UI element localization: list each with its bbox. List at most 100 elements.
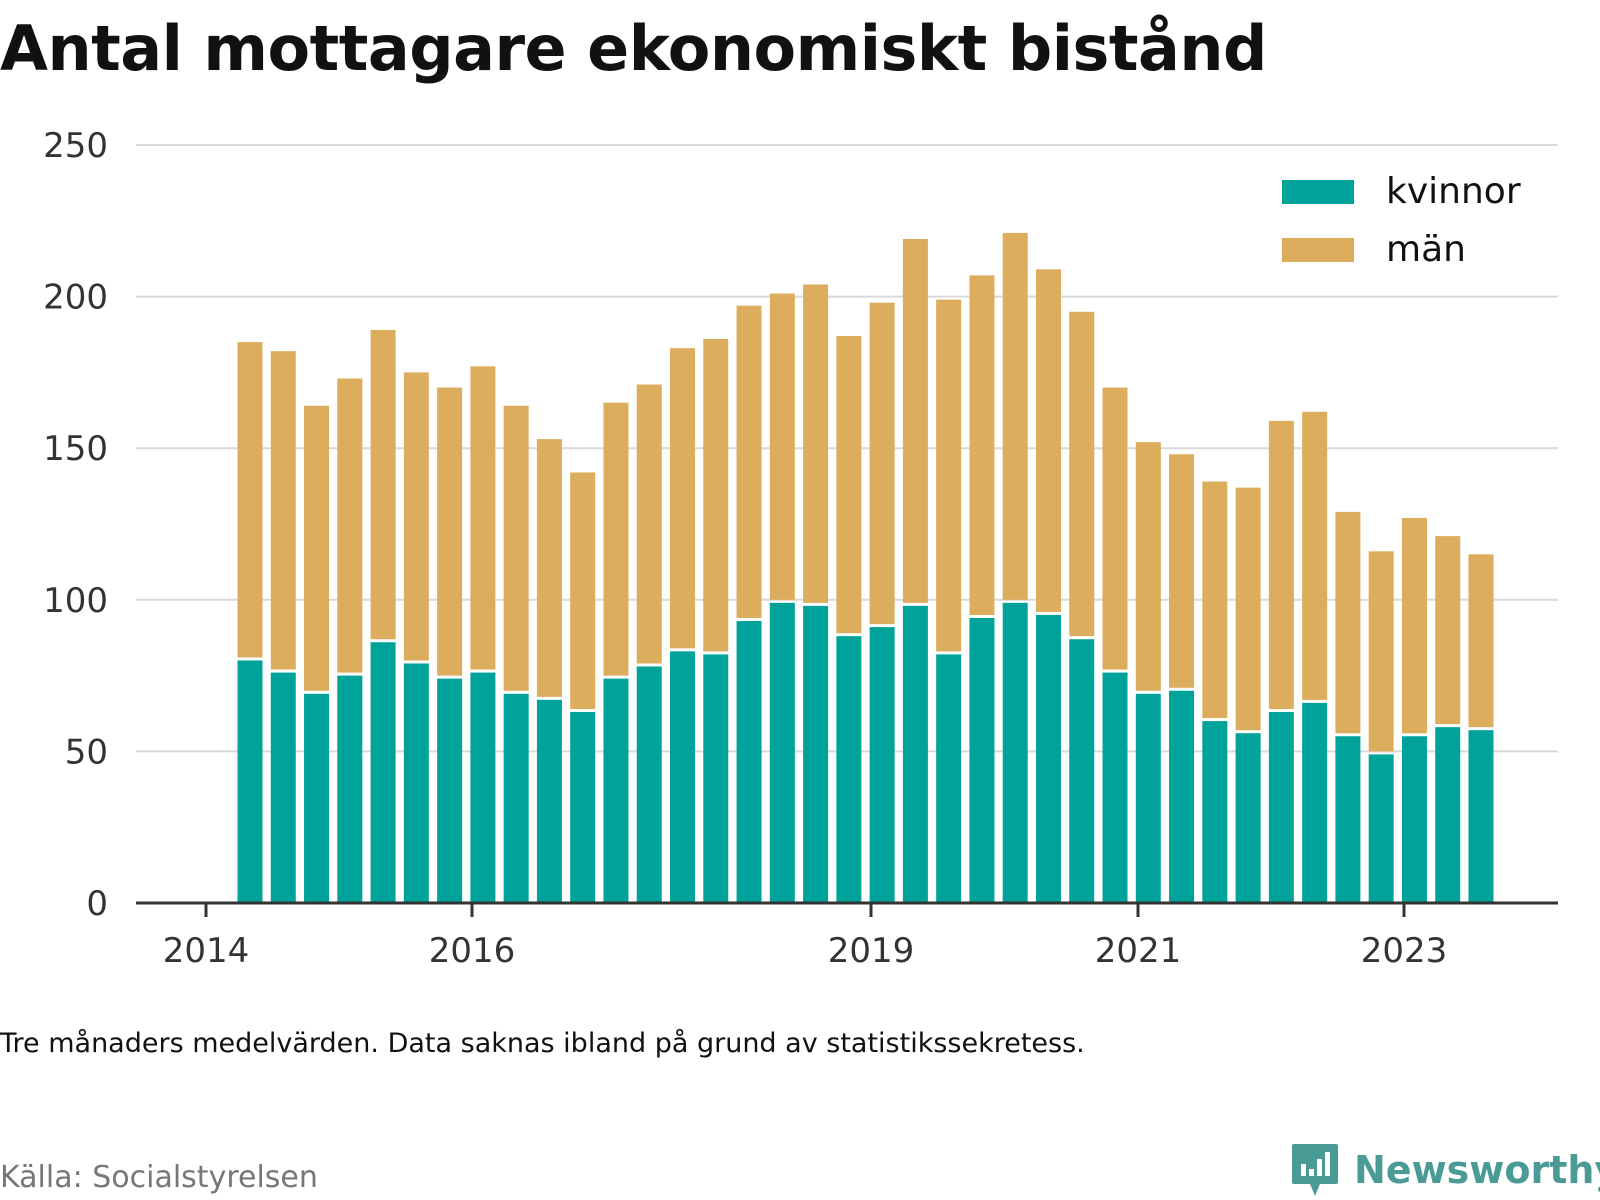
bar-man — [969, 275, 995, 615]
bar-kvinnor — [437, 678, 463, 903]
bar-kvinnor — [1035, 614, 1061, 903]
bar-man — [536, 439, 562, 697]
bar-man — [304, 405, 330, 691]
bar-man — [1268, 420, 1294, 709]
axes: 0 50 100 150 200 250 2014 2016 2019 2021 2023 — [43, 126, 1558, 971]
bar-kvinnor — [636, 666, 662, 903]
bar-man — [1102, 387, 1128, 670]
bar-kvinnor — [1268, 711, 1294, 903]
bar-man — [936, 299, 962, 652]
bar-kvinnor — [470, 672, 496, 903]
bar-kvinnor — [1135, 693, 1161, 903]
bar-kvinnor — [603, 678, 629, 903]
bar-man — [1035, 269, 1061, 612]
bar-man — [1335, 511, 1361, 734]
bar-man — [836, 336, 862, 634]
bar-kvinnor — [670, 651, 696, 903]
bar-man — [1368, 551, 1394, 752]
x-tick-label: 2014 — [163, 931, 250, 971]
bar-kvinnor — [503, 693, 529, 903]
y-tick-label: 250 — [43, 126, 108, 166]
bar-man — [1235, 487, 1261, 731]
newsworthy-brand[interactable]: Newsworthy — [1290, 1140, 1600, 1200]
bar-kvinnor — [1468, 730, 1494, 903]
bar-kvinnor — [869, 627, 895, 903]
bar-man — [1069, 311, 1095, 637]
bar-kvinnor — [902, 605, 928, 903]
bar-man — [337, 378, 363, 673]
bar-man — [603, 402, 629, 676]
bar-man — [1435, 536, 1461, 725]
bar-man — [1401, 517, 1427, 734]
bar-kvinnor — [1102, 672, 1128, 903]
legend-swatch — [1282, 238, 1354, 262]
bar-kvinnor — [1002, 602, 1028, 903]
bar-kvinnor — [403, 663, 429, 903]
bar-kvinnor — [936, 654, 962, 903]
bar-man — [902, 238, 928, 603]
bar-kvinnor — [536, 699, 562, 903]
bar-kvinnor — [370, 642, 396, 903]
bar-kvinnor — [1202, 721, 1228, 903]
bar-man — [270, 351, 296, 670]
bar-kvinnor — [337, 675, 363, 903]
y-tick-label: 150 — [43, 429, 108, 469]
chart-note: Tre månaders medelvärden. Data saknas ib… — [0, 1028, 1085, 1059]
bar-man — [769, 293, 795, 600]
x-tick-label: 2021 — [1095, 931, 1182, 971]
source-label: Källa: Socialstyrelsen — [0, 1160, 318, 1195]
bar-man — [503, 405, 529, 691]
bar-kvinnor — [969, 617, 995, 903]
bar-man — [237, 342, 263, 658]
stacked-bar-chart: 0 50 100 150 200 250 2014 2016 2019 2021 2023 kvin… — [43, 126, 1558, 971]
y-tick-label: 200 — [43, 278, 108, 318]
bar-man — [1169, 454, 1195, 688]
legend: kvinnor män — [1282, 171, 1521, 270]
bar-man — [1202, 481, 1228, 719]
bar-man — [636, 384, 662, 664]
bar-kvinnor — [1335, 736, 1361, 903]
bar-man — [370, 329, 396, 640]
bar-man — [470, 366, 496, 670]
bar-kvinnor — [570, 711, 596, 903]
bar-man — [736, 305, 762, 619]
bar-man — [670, 348, 696, 649]
bar-kvinnor — [703, 654, 729, 903]
bar-man — [1468, 554, 1494, 728]
legend-label: kvinnor — [1386, 171, 1521, 212]
bar-man — [1302, 411, 1328, 700]
newsworthy-logo-icon — [1292, 1144, 1338, 1196]
legend-label: män — [1386, 229, 1466, 270]
bar-kvinnor — [1302, 702, 1328, 903]
chart-title: Antal mottagare ekonomiskt bistånd — [0, 12, 1267, 85]
y-tick-label: 100 — [43, 581, 108, 621]
bar-man — [403, 372, 429, 661]
brand-name: Newsworthy — [1354, 1148, 1600, 1192]
bar-kvinnor — [736, 621, 762, 903]
bar-kvinnor — [803, 605, 829, 903]
x-tick-label: 2016 — [429, 931, 516, 971]
bar-kvinnor — [237, 660, 263, 903]
x-tick-label: 2023 — [1361, 931, 1448, 971]
bar-man — [803, 284, 829, 603]
bar-man — [570, 472, 596, 709]
bar-man — [703, 339, 729, 652]
bar-kvinnor — [1368, 754, 1394, 903]
bar-kvinnor — [270, 672, 296, 903]
bar-kvinnor — [1069, 639, 1095, 903]
x-tick-label: 2019 — [828, 931, 915, 971]
bar-kvinnor — [836, 636, 862, 903]
bar-kvinnor — [769, 602, 795, 903]
y-tick-label: 50 — [65, 732, 108, 772]
bar-man — [437, 387, 463, 676]
bar-kvinnor — [1235, 733, 1261, 903]
y-tick-label: 0 — [86, 884, 108, 924]
bar-kvinnor — [1169, 690, 1195, 903]
bar-man — [1135, 442, 1161, 691]
bar-kvinnor — [304, 693, 330, 903]
bar-kvinnor — [1435, 727, 1461, 903]
bars — [237, 232, 1494, 903]
legend-swatch — [1282, 180, 1354, 204]
bar-man — [1002, 232, 1028, 600]
bar-man — [869, 302, 895, 625]
